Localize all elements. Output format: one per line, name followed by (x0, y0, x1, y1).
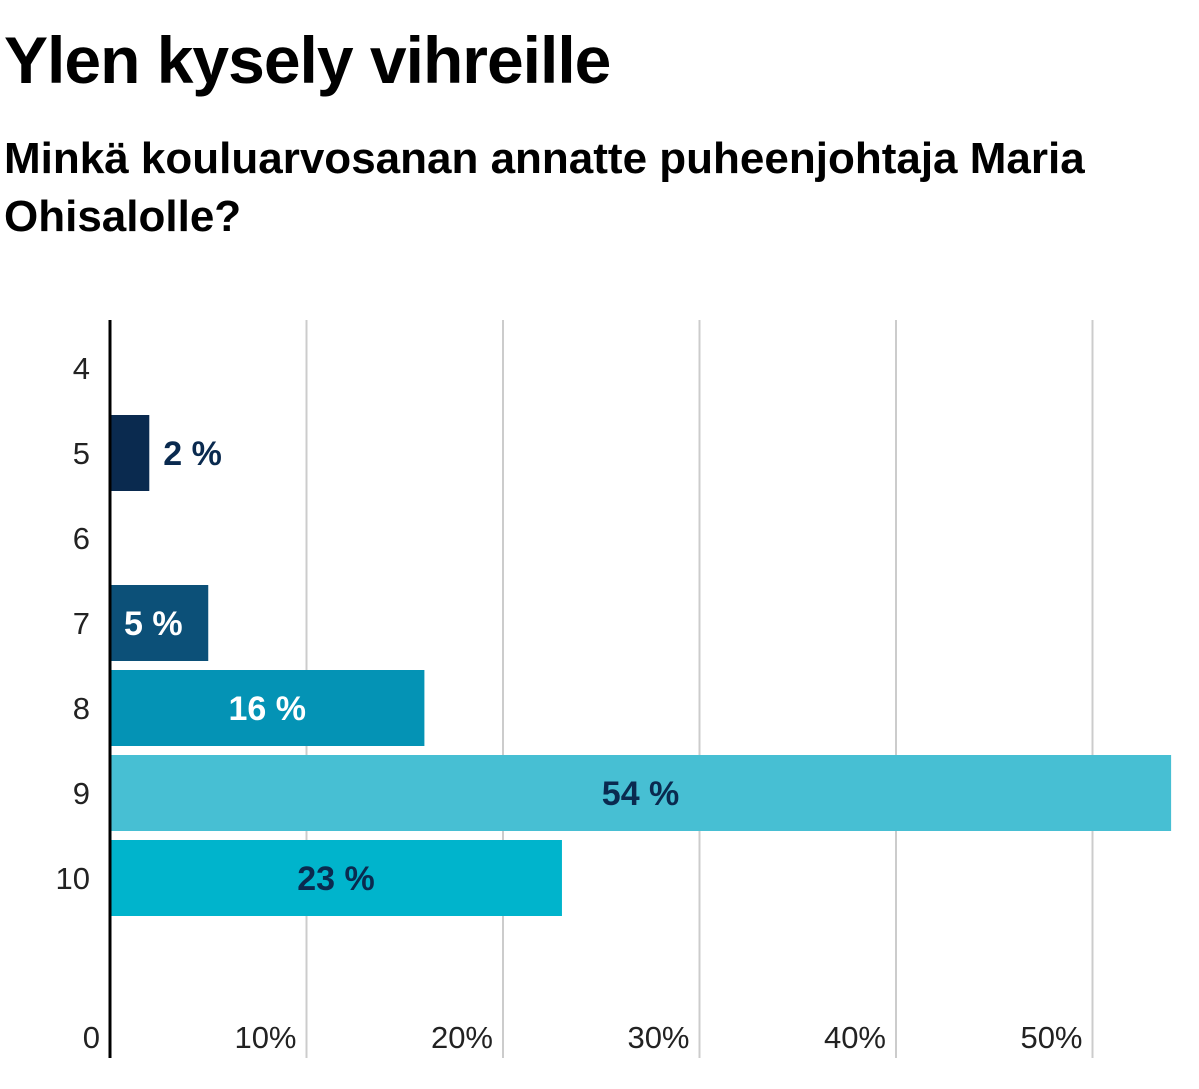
category-label: 5 (73, 436, 90, 471)
x-tick-label: 50% (1020, 1020, 1082, 1055)
bars (110, 415, 1172, 916)
x-tick-label: 40% (824, 1020, 886, 1055)
category-label: 7 (73, 606, 90, 641)
data-label: 54 % (602, 775, 680, 813)
category-labels: 4 5 6 7 8 9 10 (56, 351, 90, 896)
data-label: 2 % (163, 435, 222, 473)
bar (110, 755, 1172, 831)
x-tick-label: 30% (627, 1020, 689, 1055)
bar (110, 670, 425, 746)
x-tick-labels: 0 10% 20% 30% 40% 50% (83, 1020, 1083, 1055)
bar (110, 585, 209, 661)
data-label: 23 % (297, 860, 375, 898)
data-labels: 2 % 5 % 16 % 54 % 23 % (124, 435, 679, 898)
x-tick-label: 0 (83, 1020, 100, 1055)
data-label: 5 % (124, 605, 183, 643)
category-label: 9 (73, 776, 90, 811)
category-label: 4 (73, 351, 90, 386)
chart-title: Ylen kysely vihreille (4, 23, 611, 97)
data-label: 16 % (228, 690, 306, 728)
bar (110, 415, 150, 491)
category-label: 6 (73, 521, 90, 556)
bar (110, 840, 562, 916)
x-tick-label: 20% (431, 1020, 493, 1055)
chart-subtitle: Minkä kouluarvosanan annatte puheenjohta… (4, 134, 1085, 241)
category-label: 8 (73, 691, 90, 726)
x-tick-label: 10% (234, 1020, 296, 1055)
category-label: 10 (56, 861, 90, 896)
grid-lines (305, 320, 1094, 1058)
